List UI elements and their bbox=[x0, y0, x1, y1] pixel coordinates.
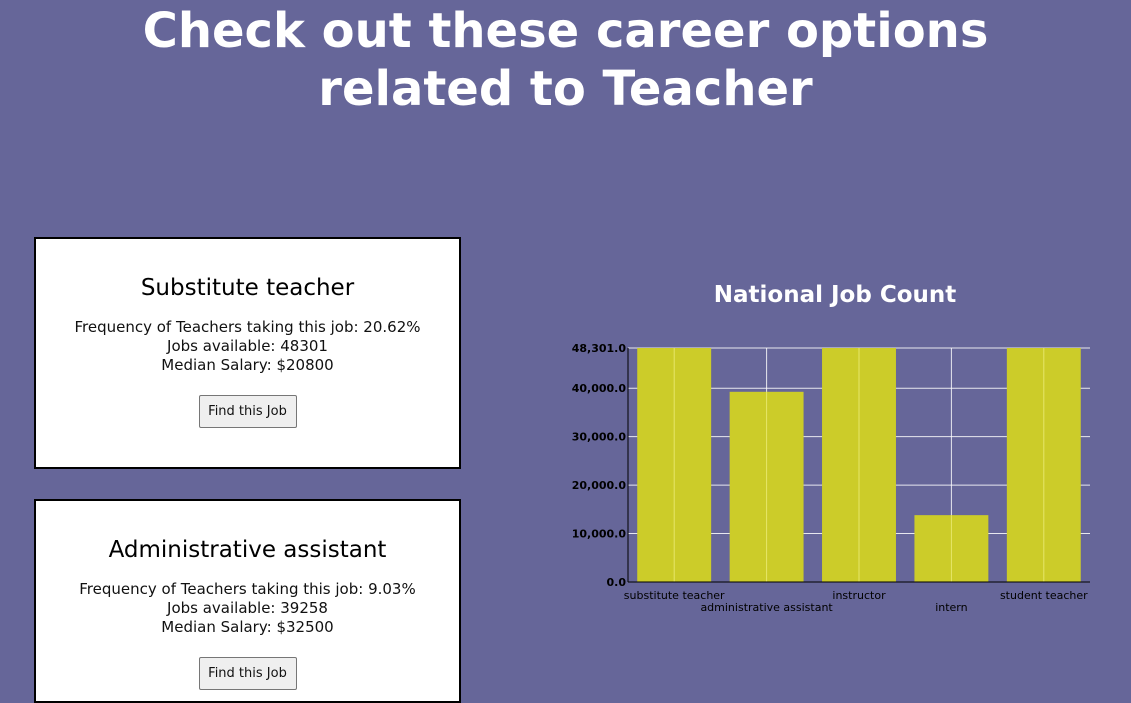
card-median-salary: Median Salary: $32500 bbox=[161, 618, 334, 636]
chart-title: National Job Count bbox=[713, 282, 957, 308]
card-frequency: Frequency of Teachers taking this job: 9… bbox=[79, 580, 416, 598]
x-tick-label: administrative assistant bbox=[700, 601, 833, 614]
x-tick-label: instructor bbox=[832, 589, 886, 602]
y-tick-label: 0.0 bbox=[607, 576, 627, 589]
x-tick-label: intern bbox=[935, 601, 967, 614]
find-job-button[interactable]: Find this Job bbox=[198, 657, 297, 690]
y-tick-label: 30,000.0 bbox=[572, 431, 627, 444]
page-title: Check out these career options related t… bbox=[142, 3, 989, 117]
y-tick-label: 40,000.0 bbox=[572, 382, 627, 395]
card-title: Substitute teacher bbox=[140, 275, 355, 301]
card-median-salary: Median Salary: $20800 bbox=[161, 356, 334, 374]
career-card-substitute-teacher: Substitute teacher Frequency of Teachers… bbox=[34, 237, 461, 469]
y-tick-label: 48,301.0 bbox=[572, 342, 627, 355]
x-tick-label: student teacher bbox=[1000, 589, 1088, 602]
career-card-administrative-assistant: Administrative assistant Frequency of Te… bbox=[34, 499, 461, 703]
card-jobs-available: Jobs available: 39258 bbox=[167, 599, 328, 617]
y-tick-label: 20,000.0 bbox=[572, 479, 627, 492]
y-tick-label: 10,000.0 bbox=[572, 528, 627, 541]
card-frequency: Frequency of Teachers taking this job: 2… bbox=[74, 318, 421, 336]
find-job-button[interactable]: Find this Job bbox=[198, 395, 297, 428]
job-count-chart: 0.0 10,000.0 20,000.0 30,000.0 40,000.0 48,30… bbox=[572, 342, 1090, 614]
card-title: Administrative assistant bbox=[108, 537, 387, 563]
x-tick-label: substitute teacher bbox=[624, 589, 725, 602]
card-jobs-available: Jobs available: 48301 bbox=[167, 337, 328, 355]
